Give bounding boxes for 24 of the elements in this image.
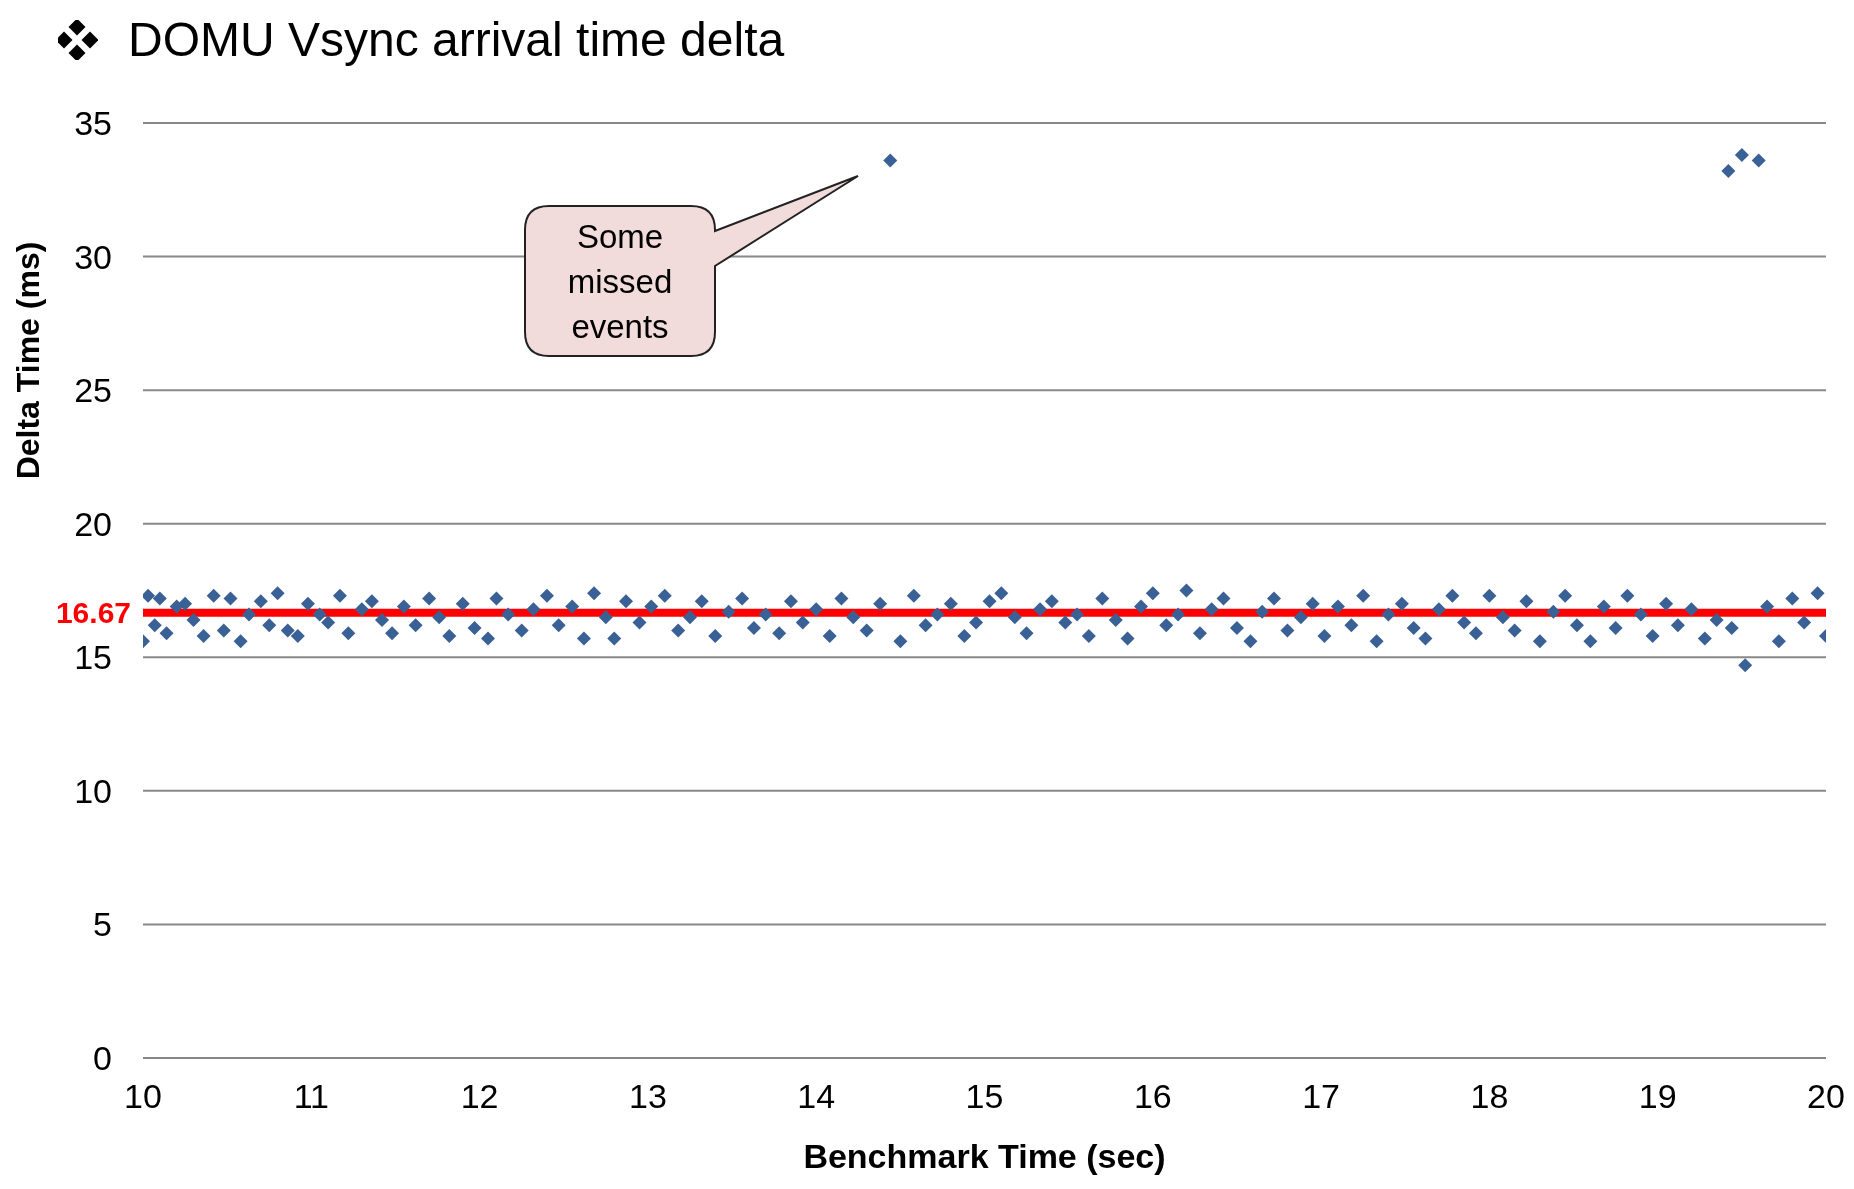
y-tick-label: 30	[74, 237, 112, 276]
x-tick-label: 16	[1133, 1077, 1172, 1116]
x-tick-label: 11	[293, 1077, 329, 1116]
y-tick-label: 25	[74, 371, 112, 410]
y-tick-label: 0	[93, 1039, 112, 1078]
x-tick-label: 20	[1807, 1077, 1845, 1116]
y-tick-label: 5	[93, 905, 112, 944]
x-tick-label: 10	[124, 1077, 162, 1116]
x-tick-label: 12	[460, 1077, 499, 1116]
y-axis-title: Delta Time (ms)	[10, 241, 47, 480]
x-axis-title: Benchmark Time (sec)	[803, 1137, 1166, 1175]
y-tick-label: 15	[74, 638, 112, 677]
annotation: Some missed events	[567, 218, 673, 345]
x-tick-label: 13	[628, 1077, 667, 1116]
y-tick-label: 10	[74, 771, 112, 810]
x-tick-label: 18	[1470, 1077, 1509, 1116]
x-tick-label: 17	[1302, 1077, 1341, 1116]
chart-title: DOMU Vsync arrival time delta	[128, 12, 785, 67]
x-tick-label: 19	[1638, 1077, 1677, 1116]
x-tick-label: 15	[965, 1077, 1004, 1116]
ref-line-label: 16.67	[55, 596, 131, 630]
y-tick-label: 35	[74, 104, 112, 143]
y-tick-label: 20	[74, 504, 112, 543]
x-tick-label: 14	[797, 1077, 836, 1116]
